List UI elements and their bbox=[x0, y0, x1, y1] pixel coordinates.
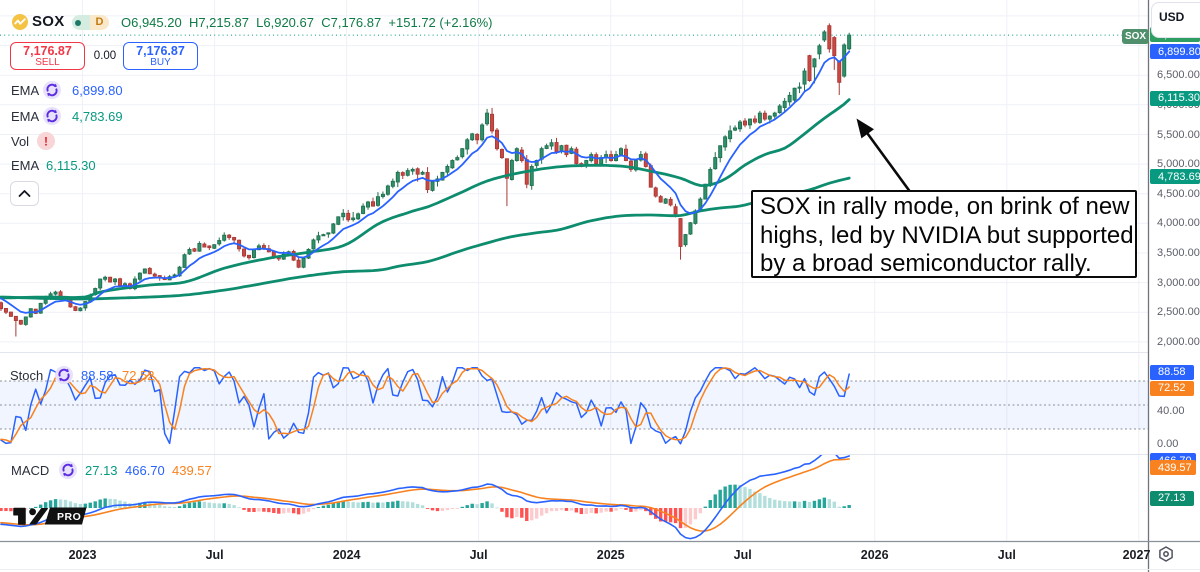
svg-text:!: ! bbox=[44, 134, 48, 148]
svg-text:PRO: PRO bbox=[57, 511, 81, 523]
